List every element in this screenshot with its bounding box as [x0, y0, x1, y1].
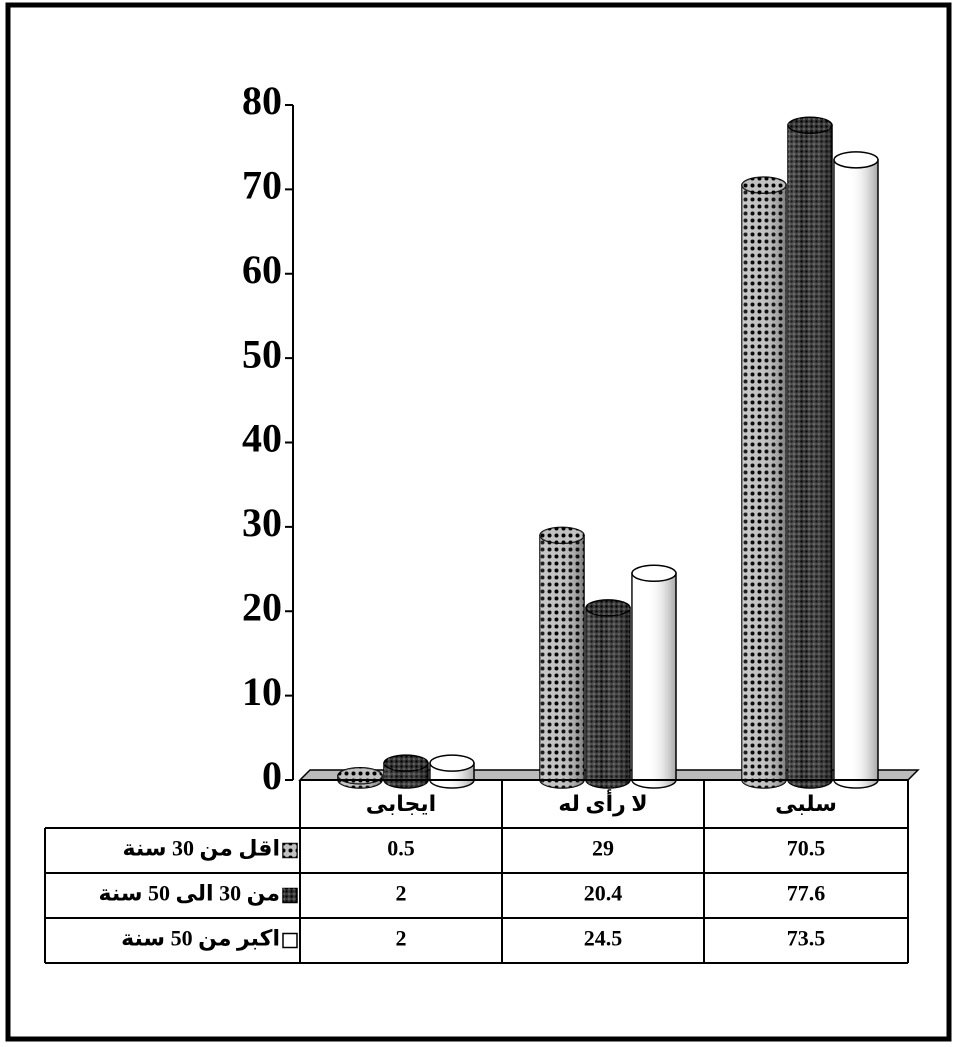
- category-label: لا رأى له: [558, 788, 647, 816]
- y-tick-label: 30: [242, 500, 282, 545]
- category-label: ايجابى: [366, 791, 436, 816]
- y-tick-label: 0: [262, 753, 282, 798]
- table-value: 29: [592, 836, 614, 861]
- bar-part: [540, 527, 584, 544]
- bar: [833, 151, 879, 789]
- bar-part: [586, 599, 630, 616]
- legend-swatch: [282, 932, 298, 949]
- bar-part: [631, 564, 677, 583]
- bar: [429, 754, 475, 789]
- category-label: سلبى: [775, 791, 837, 816]
- bar: [741, 176, 787, 789]
- legend-label: من 30 الى 50 سنة: [99, 881, 280, 907]
- table-value: 2: [396, 881, 407, 906]
- legend-label: اقل من 30 سنة: [123, 836, 280, 862]
- bar-part: [384, 755, 428, 772]
- table-value: 73.5: [787, 926, 826, 951]
- bar: [337, 767, 383, 789]
- bar: [631, 564, 677, 789]
- y-tick-label: 80: [242, 78, 282, 123]
- table-value: 0.5: [387, 836, 415, 861]
- bar: [383, 754, 429, 789]
- bar-part: [788, 125, 832, 788]
- bar-part: [742, 185, 786, 788]
- y-tick-label: 60: [242, 247, 282, 292]
- y-tick-label: 40: [242, 416, 282, 461]
- legend-swatch-texture: [283, 888, 297, 903]
- bar-part: [788, 117, 832, 134]
- table-value: 20.4: [584, 881, 623, 906]
- table-value: 77.6: [787, 881, 826, 906]
- bar: [539, 526, 585, 789]
- table-value: 24.5: [584, 926, 623, 951]
- y-tick-label: 10: [242, 669, 282, 714]
- bar-part: [338, 767, 382, 784]
- bar: [787, 116, 833, 789]
- legend-swatch-texture: [283, 843, 297, 858]
- table-value: 70.5: [787, 836, 826, 861]
- bar-part: [586, 607, 630, 788]
- bar-part: [834, 159, 878, 788]
- y-tick-label: 70: [242, 163, 282, 208]
- legend-label: اكبر من 50 سنة: [121, 926, 280, 952]
- y-tick-label: 50: [242, 331, 282, 376]
- table-value: 2: [396, 926, 407, 951]
- bar: [585, 599, 631, 789]
- bar-part: [742, 177, 786, 194]
- bar-part: [632, 573, 676, 788]
- bar-part: [540, 535, 584, 788]
- y-tick-label: 20: [242, 584, 282, 629]
- bar-part: [833, 151, 879, 169]
- bar-part: [429, 754, 475, 772]
